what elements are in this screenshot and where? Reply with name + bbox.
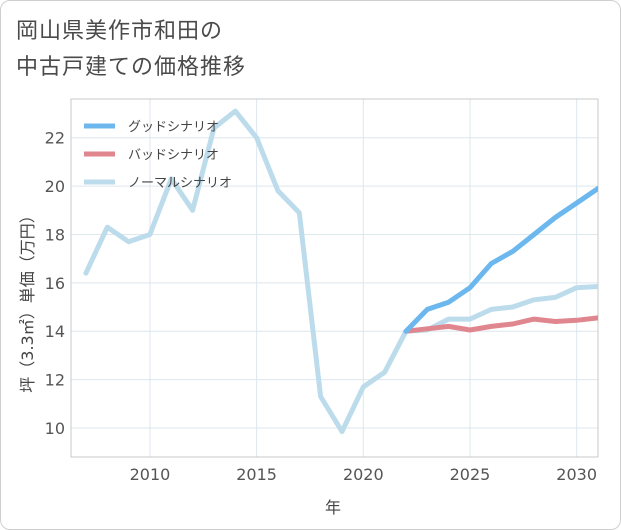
title-line-2: 中古戸建ての価格推移	[16, 55, 247, 80]
legend-good-scenario: グッドシナリオ	[84, 120, 219, 135]
plot-border	[70, 98, 599, 458]
y-tick-label: 16	[45, 274, 65, 293]
x-axis-title: 年	[325, 498, 341, 517]
y-tick-label: 10	[45, 419, 65, 438]
legend-label: ノーマルシナリオ	[128, 176, 232, 191]
y-tick-label: 22	[45, 129, 65, 148]
page-title: 岡山県美作市和田の 中古戸建ての価格推移	[16, 14, 246, 86]
x-tick-label: 2030	[556, 465, 597, 484]
bad-scenario-line	[403, 315, 598, 334]
y-tick-label: 18	[45, 225, 65, 244]
title-line-1: 岡山県美作市和田の	[16, 19, 224, 44]
y-tick-label: 20	[45, 177, 65, 196]
legend-normal-scenario: ノーマルシナリオ	[84, 176, 232, 191]
normal-scenario-line	[83, 108, 598, 435]
y-axis-title: 坪（3.3㎡）単価（万円）	[18, 207, 37, 392]
grid-lines	[71, 99, 598, 457]
x-tick-label: 2015	[236, 465, 277, 484]
series-lines	[83, 108, 598, 435]
good-scenario-line	[403, 186, 598, 334]
y-axis-ticks: 10 12 14 16 18 20 22	[45, 129, 65, 438]
y-tick-label: 14	[45, 322, 65, 341]
x-tick-label: 2010	[130, 465, 171, 484]
legend-bad-scenario: バッドシナリオ	[84, 148, 219, 163]
legend-label: バッドシナリオ	[128, 148, 219, 163]
x-axis-ticks: 2010 2015 2020 2025 2030	[130, 465, 597, 484]
x-tick-label: 2025	[450, 465, 491, 484]
x-tick-label: 2020	[343, 465, 384, 484]
y-tick-label: 12	[45, 371, 65, 390]
legend-label: グッドシナリオ	[128, 120, 219, 135]
